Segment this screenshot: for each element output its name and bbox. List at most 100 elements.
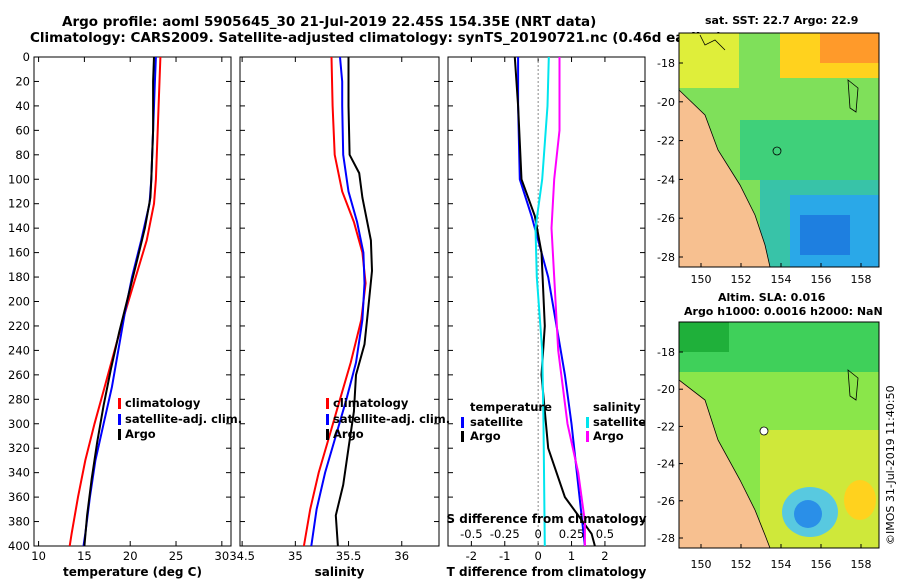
- profile-panel-3: -2 -1 0 1 2 T difference from climatology -0.5…: [446, 56, 647, 579]
- depth-tick-label: 340: [8, 466, 30, 480]
- map-lat-label: -24: [657, 458, 675, 471]
- legend-swatch: [118, 429, 121, 440]
- legend-label: climatology: [333, 396, 409, 410]
- legend-label: satellite-adj. clim.: [333, 412, 450, 426]
- series-line-t-argo: [513, 56, 596, 547]
- series-line-argo: [83, 56, 155, 547]
- x-tick-label: 10: [31, 549, 46, 563]
- legend-swatch: [118, 414, 121, 425]
- map-lat-label: -26: [657, 495, 675, 508]
- depth-tick-label: 300: [8, 417, 30, 431]
- x-tick-label: 15: [77, 549, 92, 563]
- depth-tick-label: 220: [8, 319, 30, 333]
- legend-label: satellite-adj. clim.: [125, 412, 242, 426]
- depth-tick-label: 360: [8, 490, 30, 504]
- depth-tick-label: 60: [15, 123, 30, 137]
- sst-map-axes: 150 152 154 156 158 -18 -20 -22 -24 -26 -28: [657, 57, 871, 286]
- map-lat-label: -24: [657, 173, 675, 186]
- legend-swatch: [586, 431, 589, 442]
- legend-swatch: [326, 414, 329, 425]
- x2-tick-label: 0: [534, 527, 541, 541]
- x-tick-label: 25: [169, 549, 184, 563]
- x-tick-label: -2: [466, 549, 477, 563]
- sla-map: [679, 322, 879, 548]
- map-lon-label: 150: [691, 558, 712, 571]
- series-line-s-satellite: [534, 56, 550, 547]
- x-tick-label: 1: [568, 549, 575, 563]
- x-axis-label: salinity: [315, 565, 365, 579]
- depth-tick-label: 320: [8, 441, 30, 455]
- legend-title: salinity: [593, 400, 641, 414]
- x-tick-label: 35: [288, 549, 303, 563]
- sla-map-subtitle: Argo h1000: 0.0016 h2000: NaN: [684, 305, 883, 318]
- map-lat-label: -28: [657, 532, 675, 545]
- map-lat-label: -18: [657, 57, 675, 70]
- depth-tick-label: 160: [8, 246, 30, 260]
- plot-title-line1: Argo profile: aoml 5905645_30 21-Jul-201…: [62, 14, 597, 30]
- legend-label: Argo: [593, 429, 624, 443]
- depth-tick-label: 0: [23, 50, 30, 64]
- x-axis-label: temperature (deg C): [63, 565, 202, 579]
- series-line-satellite-adj--clim-: [310, 56, 366, 547]
- depth-tick-label: 240: [8, 343, 30, 357]
- x-tick-label: 36: [394, 549, 409, 563]
- x2-axis-label: S difference from climatology: [446, 512, 646, 526]
- depth-tick-label: 40: [15, 99, 30, 113]
- depth-tick-label: 400: [8, 539, 30, 553]
- legend-label: Argo: [125, 427, 156, 441]
- map-lon-label: 152: [731, 558, 752, 571]
- depth-tick-label: 380: [8, 515, 30, 529]
- map-lat-label: -28: [657, 251, 675, 264]
- depth-tick-label: 260: [8, 368, 30, 382]
- x-tick-label: 30: [215, 549, 230, 563]
- map-lon-label: 150: [691, 273, 712, 286]
- map-lat-label: -26: [657, 212, 675, 225]
- series-line-satellite-adj--clim-: [82, 56, 157, 547]
- sla-map-axes: 150 152 154 156 158 -18 -20 -22 -24 -26 -28: [657, 346, 871, 571]
- depth-tick-label: 80: [15, 148, 30, 162]
- map-lat-label: -20: [657, 96, 675, 109]
- x-tick-label: 35.5: [336, 549, 362, 563]
- legend-swatch: [118, 398, 121, 409]
- legend-swatch: [326, 429, 329, 440]
- x-tick-label: 0: [534, 549, 541, 563]
- series-line-argo: [334, 57, 374, 547]
- sla-map-frame: [678, 321, 880, 549]
- x2-tick-label: 0.5: [596, 527, 614, 541]
- legend-label: Argo: [333, 427, 364, 441]
- legend-label: climatology: [125, 396, 201, 410]
- sst-map-frame: [678, 32, 880, 268]
- x2-tick-label: -0.25: [490, 527, 520, 541]
- series-line-climatology: [302, 56, 367, 547]
- legend-label: satellite: [593, 415, 646, 429]
- map-lon-label: 154: [771, 273, 792, 286]
- map-lon-label: 152: [731, 273, 752, 286]
- map-lat-label: -22: [657, 420, 675, 433]
- map-lon-label: 156: [811, 273, 832, 286]
- x-tick-label: 34.5: [229, 549, 255, 563]
- legend-label: Argo: [470, 429, 501, 443]
- map-lon-label: 154: [771, 558, 792, 571]
- map-lat-label: -18: [657, 346, 675, 359]
- depth-tick-label: 140: [8, 221, 30, 235]
- x-tick-label: 2: [601, 549, 608, 563]
- legend-swatch: [461, 417, 464, 428]
- depth-tick-label: 100: [8, 172, 30, 186]
- map-lat-label: -20: [657, 383, 675, 396]
- depth-tick-label: 120: [8, 197, 30, 211]
- depth-tick-label: 280: [8, 392, 30, 406]
- x-axis-label: T difference from climatology: [447, 565, 647, 579]
- sst-map: [679, 33, 879, 267]
- x2-tick-label: 0.25: [559, 527, 585, 541]
- profile-panel-1: 10 15 20 25 30 temperature (deg C) climatology…: [31, 56, 242, 579]
- panel-frame: [33, 56, 232, 547]
- series-line-s-argo: [550, 57, 586, 546]
- map-lon-label: 156: [811, 558, 832, 571]
- sst-map-title: sat. SST: 22.7 Argo: 22.9: [705, 14, 859, 27]
- x-tick-label: -1: [499, 549, 510, 563]
- series-line-climatology: [68, 56, 162, 547]
- panel-frame: [239, 56, 440, 547]
- x-tick-label: 20: [123, 549, 138, 563]
- profile-panel-2: 34.5 35 35.5 36 salinity climatology satellite…: [229, 56, 450, 579]
